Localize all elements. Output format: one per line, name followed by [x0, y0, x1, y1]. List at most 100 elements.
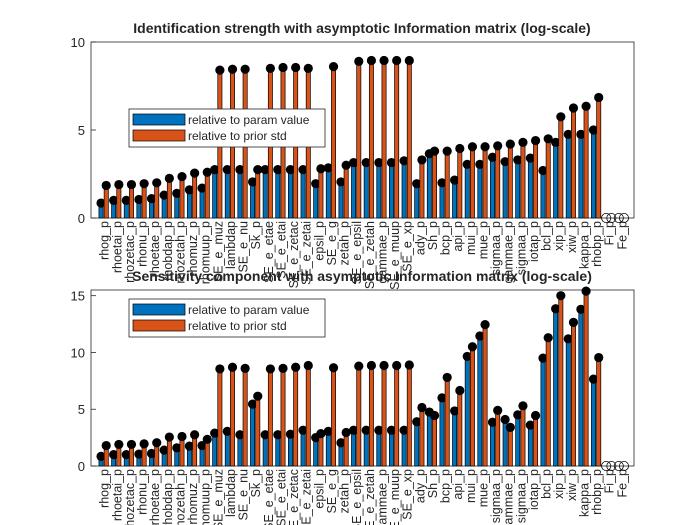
bar-param-value [212, 169, 218, 219]
bar-prior-std [432, 415, 438, 467]
data-point-marker [121, 195, 131, 205]
bar-param-value [224, 431, 230, 467]
bar-prior-std [533, 140, 539, 219]
data-point-marker [588, 125, 599, 135]
bar-prior-std [533, 415, 539, 467]
category-label: rhozetah_p [173, 221, 187, 284]
bar-param-value [591, 378, 596, 467]
data-point-marker [285, 165, 296, 175]
bar-prior-std [343, 432, 349, 467]
bar-prior-std [444, 377, 450, 467]
bar-param-value [212, 432, 218, 467]
bar-prior-std [419, 159, 425, 219]
bar-param-value [553, 141, 559, 219]
data-point-marker [265, 364, 275, 374]
legend-swatch [132, 129, 186, 142]
data-point-marker [316, 164, 326, 174]
bar-prior-std [217, 368, 223, 467]
data-point-marker [253, 391, 263, 401]
bar-prior-std [482, 324, 488, 467]
bar-prior-std [558, 116, 564, 219]
bar-prior-std [293, 366, 299, 467]
category-label: zetah_p [338, 221, 352, 266]
bar-param-value [527, 157, 533, 219]
bar-prior-std [457, 390, 463, 467]
bar-param-value [565, 134, 571, 219]
data-point-marker [139, 179, 149, 189]
category-label: Fi_p [603, 469, 617, 493]
category-label: zetah_p [338, 469, 352, 514]
legend-swatch [132, 113, 186, 126]
bar-param-value [414, 421, 420, 467]
data-point-marker [513, 410, 523, 420]
bar-param-value [351, 162, 357, 219]
bar-prior-std [495, 145, 501, 219]
data-point-marker [114, 439, 124, 450]
data-point-marker [354, 361, 364, 371]
category-label: SE_e_muz [211, 221, 225, 282]
legend-entry: relative to param value [188, 113, 310, 127]
data-point-marker [467, 342, 478, 352]
data-point-marker [227, 64, 238, 74]
category-label: rhonu_p [136, 221, 150, 267]
data-point-marker [606, 212, 617, 223]
category-label: SE_e_etae [262, 469, 276, 525]
category-label: SE_e_etae [262, 221, 276, 283]
data-point-marker [298, 165, 308, 175]
data-point-marker [530, 135, 541, 146]
bar-param-value [325, 167, 331, 219]
category-label: rhoetae_p [148, 469, 162, 525]
category-label: sigmaa_p [489, 221, 503, 275]
bar-param-value [287, 169, 293, 219]
category-label: SE_e_muz [211, 469, 225, 525]
data-point-marker [152, 438, 162, 448]
data-point-marker [328, 62, 339, 72]
bar-param-value [376, 162, 382, 219]
category-label: epsil_p [312, 221, 326, 261]
category-label: rhoetai_p [110, 469, 124, 521]
category-label: SE_e_g [325, 221, 339, 266]
data-point-marker [601, 460, 612, 471]
category-label: Fi_p [603, 221, 617, 245]
category-label: rhobp_p [590, 469, 604, 515]
data-point-marker [475, 159, 485, 169]
data-point-marker [172, 443, 182, 453]
data-point-marker [576, 129, 586, 139]
data-point-marker [518, 401, 528, 411]
category-label: SE_e_zetai [300, 469, 314, 525]
category-label: xiw_p [565, 221, 579, 253]
data-point-marker [581, 286, 591, 296]
data-point-marker [588, 374, 599, 384]
data-point-marker [374, 157, 384, 168]
data-point-marker [197, 440, 207, 451]
data-point-marker [500, 157, 510, 167]
category-label: SE_e_g [325, 469, 339, 514]
bar-prior-std [154, 182, 160, 219]
data-point-marker [404, 55, 414, 66]
bar-prior-std [318, 168, 324, 219]
data-point-marker [594, 352, 604, 363]
data-point-marker [480, 142, 490, 152]
data-point-marker [348, 157, 359, 168]
category-label: SE_e_epsil [350, 221, 364, 284]
data-point-marker [247, 399, 258, 409]
category-label: xip_p [552, 469, 566, 499]
bar-prior-std [267, 368, 273, 467]
category-label: SE_e_muup [388, 221, 402, 290]
data-point-marker [366, 360, 377, 371]
data-point-marker [109, 450, 119, 460]
data-point-marker [429, 410, 440, 421]
category-label: lambdap [224, 221, 238, 269]
bar-prior-std [230, 366, 235, 467]
category-label: SE_e_etai [274, 221, 288, 279]
data-point-marker [462, 159, 472, 169]
bar-param-value [262, 434, 268, 467]
data-point-marker [273, 430, 283, 440]
data-point-marker [551, 137, 561, 147]
bar-param-value [426, 153, 432, 219]
category-label: rhomuz_p [186, 221, 200, 277]
category-label: Sk_p [249, 221, 263, 250]
category-label: bcp_p [439, 469, 453, 503]
bar-prior-std [571, 322, 576, 467]
bar-param-value [414, 183, 420, 219]
